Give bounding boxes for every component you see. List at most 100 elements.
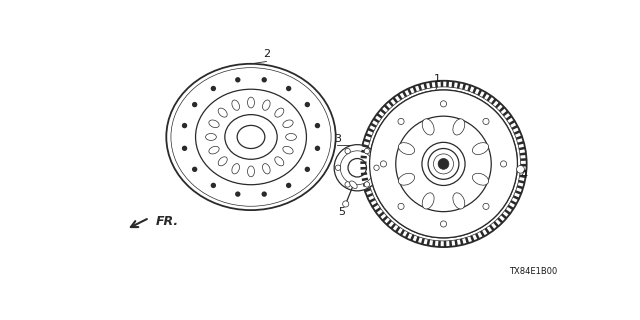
Polygon shape [412,86,417,92]
Circle shape [380,161,387,167]
Polygon shape [378,212,385,217]
Polygon shape [362,178,368,181]
Ellipse shape [237,125,265,148]
Polygon shape [467,85,472,92]
Polygon shape [370,123,377,128]
Polygon shape [465,237,469,244]
Ellipse shape [422,193,434,209]
Circle shape [440,101,447,107]
Polygon shape [446,81,449,87]
Polygon shape [484,228,490,234]
Polygon shape [482,92,487,99]
Polygon shape [452,81,455,88]
Circle shape [286,183,291,188]
Polygon shape [402,91,407,97]
Ellipse shape [262,164,270,174]
Polygon shape [373,118,380,123]
Polygon shape [361,172,367,175]
Polygon shape [361,150,367,153]
Circle shape [305,102,310,107]
Ellipse shape [453,119,465,135]
Polygon shape [472,87,477,93]
Circle shape [340,151,374,185]
Circle shape [422,142,465,186]
Polygon shape [509,120,515,125]
Circle shape [369,90,517,238]
Circle shape [483,118,489,124]
Polygon shape [517,185,524,189]
Polygon shape [435,81,438,87]
Polygon shape [520,152,526,156]
Circle shape [345,182,350,187]
Polygon shape [432,240,435,247]
Circle shape [182,123,188,128]
Polygon shape [360,161,367,164]
Ellipse shape [262,100,270,110]
Text: TX84E1B00: TX84E1B00 [509,267,557,276]
Circle shape [335,165,340,171]
Polygon shape [510,200,517,205]
Polygon shape [520,175,526,178]
Polygon shape [462,83,466,90]
Circle shape [440,221,447,227]
Polygon shape [372,203,378,208]
Circle shape [182,146,188,151]
Circle shape [428,148,459,179]
Circle shape [192,102,197,107]
Polygon shape [457,82,461,89]
Ellipse shape [209,120,219,128]
Text: 2: 2 [263,49,270,59]
Ellipse shape [196,89,307,185]
Polygon shape [415,236,420,243]
Ellipse shape [472,143,488,155]
Ellipse shape [283,146,293,154]
Polygon shape [360,156,367,158]
Circle shape [438,158,449,169]
Polygon shape [407,88,412,95]
Polygon shape [493,221,499,228]
Polygon shape [497,217,503,224]
Polygon shape [410,234,415,241]
Circle shape [364,182,369,187]
Circle shape [315,146,320,151]
Ellipse shape [209,146,219,154]
Circle shape [262,77,267,83]
Ellipse shape [422,119,434,135]
Polygon shape [513,195,520,200]
Ellipse shape [218,157,227,166]
Ellipse shape [453,193,465,209]
Circle shape [345,148,350,154]
Polygon shape [480,231,485,237]
Polygon shape [424,83,428,89]
Polygon shape [382,216,388,222]
Polygon shape [520,158,527,161]
Circle shape [500,161,507,167]
Polygon shape [363,183,369,187]
Polygon shape [520,164,527,166]
Polygon shape [365,133,372,138]
Polygon shape [499,106,505,112]
Circle shape [348,158,367,177]
Circle shape [374,165,380,171]
Circle shape [334,145,380,191]
Polygon shape [438,241,441,247]
Polygon shape [520,169,527,172]
Polygon shape [386,220,392,226]
Text: 1: 1 [434,74,441,84]
Text: 4: 4 [520,171,527,180]
Ellipse shape [232,100,239,110]
Polygon shape [369,198,376,203]
Polygon shape [444,241,447,247]
Polygon shape [367,128,374,132]
Polygon shape [470,235,475,242]
Circle shape [516,165,524,173]
Circle shape [192,167,197,172]
Polygon shape [418,84,422,91]
Polygon shape [516,135,522,140]
Polygon shape [515,190,522,195]
Polygon shape [489,225,495,231]
Polygon shape [477,89,483,96]
Ellipse shape [275,108,284,117]
Circle shape [305,167,310,172]
Circle shape [360,81,527,247]
